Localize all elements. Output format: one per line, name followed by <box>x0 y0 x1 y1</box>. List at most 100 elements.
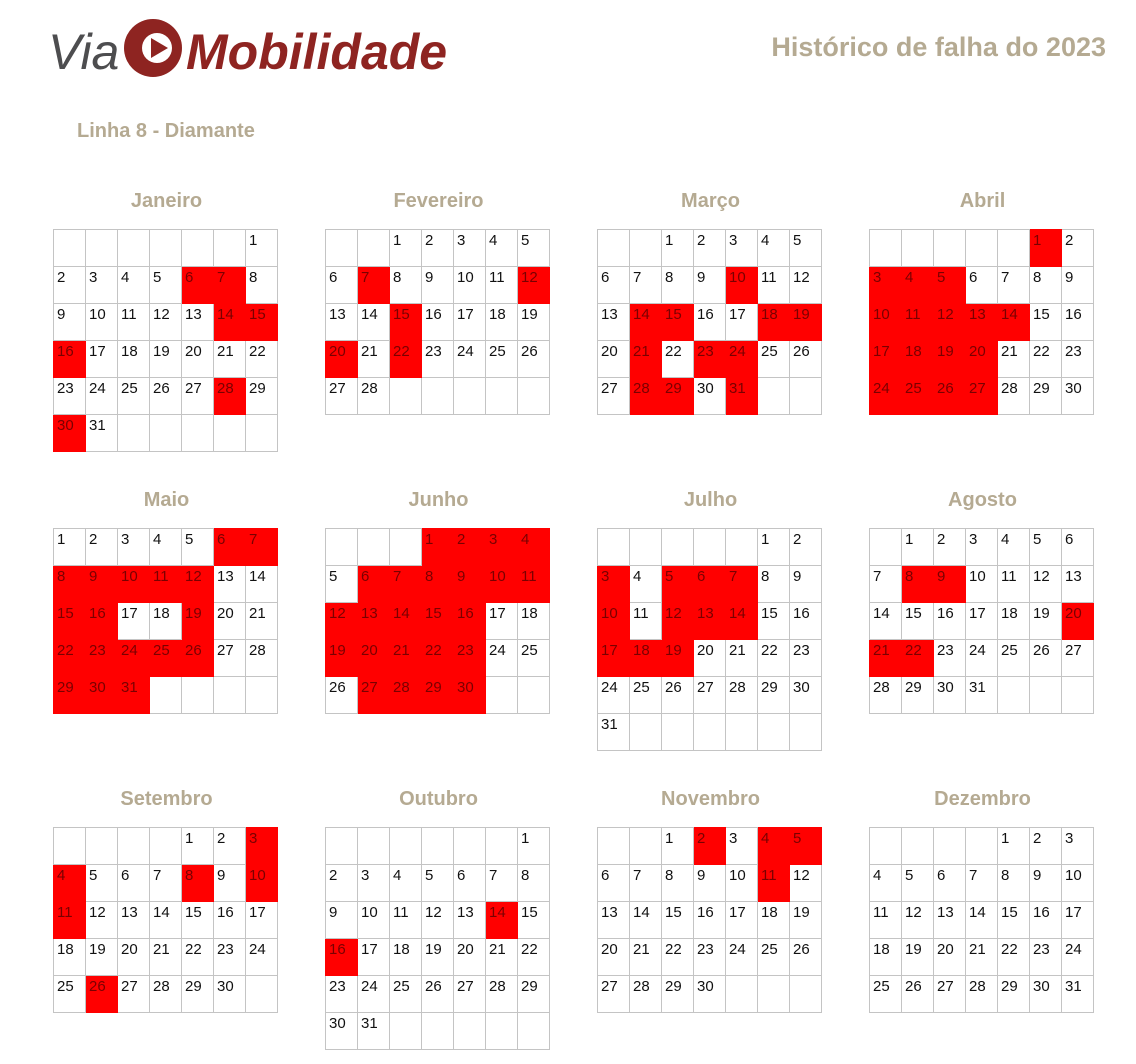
day-cell-failure: 26 <box>181 639 214 677</box>
day-cell: 17 <box>725 303 758 341</box>
empty-cell <box>181 414 214 452</box>
day-number: 8 <box>1001 867 1010 884</box>
day-number: 18 <box>761 904 778 921</box>
day-number: 3 <box>729 232 738 249</box>
day-number: 21 <box>153 941 170 958</box>
week-row: 7 8 9 10 11 12 13 <box>869 565 1094 603</box>
day-number: 21 <box>969 941 986 958</box>
day-cell-failure: 5 <box>933 266 966 304</box>
day-cell-failure: 20 <box>357 639 390 677</box>
day-cell: 6 <box>325 266 358 304</box>
day-number: 26 <box>521 343 538 360</box>
empty-cell <box>1029 676 1062 714</box>
day-number: 25 <box>393 978 410 995</box>
empty-cell <box>933 229 966 267</box>
day-cell: 2 <box>789 528 822 566</box>
day-number: 19 <box>185 605 202 622</box>
day-number: 16 <box>1065 306 1082 323</box>
day-number: 7 <box>729 568 738 585</box>
day-number: 6 <box>937 867 946 884</box>
day-number: 14 <box>361 306 378 323</box>
day-number: 27 <box>601 978 618 995</box>
day-cell: 16 <box>693 303 726 341</box>
week-row: 13 14 15 16 17 18 19 <box>597 901 822 939</box>
day-cell: 2 <box>1061 229 1094 267</box>
day-cell: 27 <box>1061 639 1094 677</box>
day-number: 23 <box>425 343 442 360</box>
day-number: 2 <box>57 269 66 286</box>
day-cell: 17 <box>117 602 150 640</box>
day-cell-failure: 11 <box>517 565 550 603</box>
day-cell: 1 <box>517 827 550 865</box>
day-number: 12 <box>185 568 202 585</box>
month-grid: 1 2 3 4 5 6 7 8 9 10 11 12 13 14 15 16 17 18 19 20 21 22 23 24 2… <box>869 229 1094 415</box>
day-cell: 29 <box>245 377 278 415</box>
day-cell: 24 <box>965 639 998 677</box>
day-cell: 23 <box>1061 340 1094 378</box>
day-number: 11 <box>57 904 73 921</box>
day-cell-failure: 4 <box>901 266 934 304</box>
day-number: 26 <box>793 941 810 958</box>
day-number: 16 <box>457 605 474 622</box>
day-cell-failure: 13 <box>357 602 390 640</box>
day-number: 2 <box>1033 830 1042 847</box>
day-cell: 12 <box>421 901 454 939</box>
day-number: 30 <box>329 1015 346 1032</box>
day-cell: 16 <box>213 901 246 939</box>
day-number: 6 <box>969 269 978 286</box>
day-cell: 15 <box>997 901 1030 939</box>
day-number: 8 <box>393 269 402 286</box>
day-number: 5 <box>153 269 162 286</box>
day-cell: 9 <box>693 864 726 902</box>
day-cell: 23 <box>1029 938 1062 976</box>
day-number: 20 <box>937 941 954 958</box>
day-cell-failure: 4 <box>517 528 550 566</box>
day-cell: 17 <box>85 340 118 378</box>
empty-cell <box>117 827 150 865</box>
empty-cell <box>149 414 182 452</box>
day-cell: 10 <box>85 303 118 341</box>
day-number: 30 <box>89 679 106 696</box>
month-grid: 1 2 3 4 5 6 7 8 9 10 11 12 13 14 15 16 17 18 19 20 21 22 23 24 2… <box>869 827 1094 1013</box>
day-cell: 20 <box>181 340 214 378</box>
day-cell-failure: 20 <box>1061 602 1094 640</box>
day-cell: 1 <box>661 827 694 865</box>
day-number: 11 <box>1001 568 1017 585</box>
day-cell: 13 <box>597 303 630 341</box>
week-row: 27 28 29 30 31 <box>597 377 822 415</box>
day-cell: 8 <box>389 266 422 304</box>
day-number: 12 <box>1033 568 1050 585</box>
day-number: 25 <box>633 679 650 696</box>
day-number: 4 <box>1001 531 1010 548</box>
empty-cell <box>421 827 454 865</box>
week-row: 16 17 18 19 20 21 22 <box>53 340 278 378</box>
day-number: 14 <box>249 568 266 585</box>
day-number: 5 <box>329 568 338 585</box>
empty-cell <box>245 414 278 452</box>
empty-cell <box>789 975 822 1013</box>
day-number: 12 <box>425 904 442 921</box>
day-number: 1 <box>665 830 674 847</box>
day-number: 20 <box>121 941 138 958</box>
day-number: 26 <box>905 978 922 995</box>
day-number: 20 <box>969 343 986 360</box>
day-cell: 5 <box>789 229 822 267</box>
day-cell: 25 <box>757 938 790 976</box>
month-grid: 1 2 3 4 5 6 7 8 9 10 11 12 13 14 15 16 17 18 19 20 21 22 23 24 2… <box>869 528 1094 714</box>
day-cell: 31 <box>597 713 630 751</box>
day-cell: 22 <box>661 938 694 976</box>
day-cell-failure: 22 <box>421 639 454 677</box>
day-cell-failure: 18 <box>757 303 790 341</box>
day-number: 4 <box>873 867 882 884</box>
day-number: 5 <box>89 867 98 884</box>
day-cell: 27 <box>117 975 150 1013</box>
viamobilidade-logo: Via Mobilidade <box>46 12 516 86</box>
day-number: 31 <box>969 679 986 696</box>
day-number: 13 <box>329 306 346 323</box>
week-row: 4 5 6 7 8 9 10 <box>869 864 1094 902</box>
day-cell: 25 <box>517 639 550 677</box>
day-cell: 11 <box>629 602 662 640</box>
day-number: 14 <box>633 306 650 323</box>
week-row: 14 15 16 17 18 19 20 <box>869 602 1094 640</box>
